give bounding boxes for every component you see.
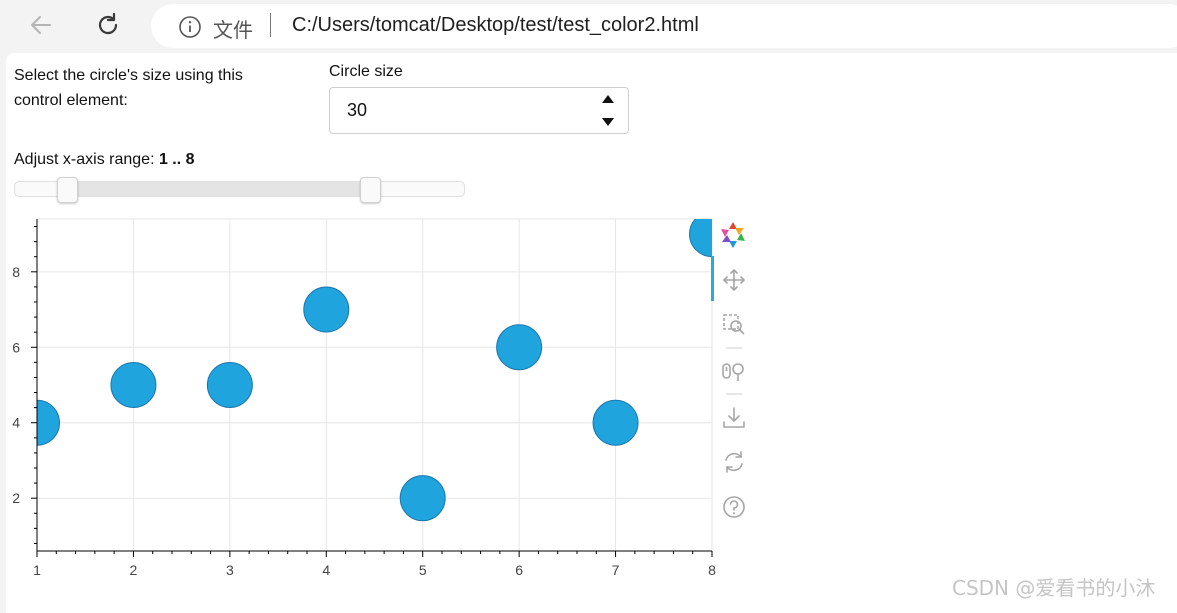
data-point bbox=[496, 324, 543, 371]
url-text[interactable]: C:/Users/tomcat/Desktop/test/test_color2… bbox=[292, 14, 699, 36]
data-point bbox=[689, 219, 712, 258]
x-tick-label: 1 bbox=[33, 562, 41, 578]
reload-icon bbox=[98, 12, 118, 35]
x-tick-label: 6 bbox=[515, 562, 523, 578]
back-button[interactable] bbox=[22, 6, 60, 44]
address-separator bbox=[270, 13, 271, 37]
x-tick-label: 3 bbox=[226, 562, 234, 578]
spinner-down-icon[interactable] bbox=[602, 118, 614, 126]
circle-size-value[interactable]: 30 bbox=[347, 100, 368, 120]
reset-icon[interactable] bbox=[725, 451, 743, 473]
x-range-label-prefix: Adjust x-axis range: bbox=[14, 151, 159, 168]
points bbox=[37, 219, 712, 522]
x-range-slider-fill bbox=[66, 182, 370, 196]
x-tick-label: 8 bbox=[708, 562, 716, 578]
x-range-slider-start-handle[interactable] bbox=[56, 177, 78, 203]
active-tool-indicator bbox=[711, 256, 714, 301]
bokeh-logo-icon[interactable] bbox=[721, 222, 745, 248]
y-tick-label: 6 bbox=[12, 339, 20, 355]
scatter-plot[interactable]: 1 2 3 4 5 6 7 8 2 4 6 8 bbox=[6, 53, 766, 605]
address-bar[interactable]: 文件 C:/Users/tomcat/Desktop/test/test_col… bbox=[151, 4, 1177, 48]
reload-button[interactable] bbox=[89, 6, 127, 44]
wheel-zoom-icon[interactable] bbox=[722, 363, 744, 381]
axes: 1 2 3 4 5 6 7 8 2 4 6 8 bbox=[12, 219, 716, 578]
data-point bbox=[399, 475, 446, 522]
x-tick-label: 5 bbox=[419, 562, 427, 578]
help-icon[interactable] bbox=[723, 496, 745, 518]
x-range-value: 1 .. 8 bbox=[158, 151, 195, 168]
x-tick-label: 2 bbox=[130, 562, 138, 578]
circle-size-spinner[interactable]: 30 bbox=[329, 87, 629, 134]
watermark: CSDN @爱看书的小沐 bbox=[952, 576, 1156, 600]
size-description: Select the circle's size using this cont… bbox=[14, 67, 243, 109]
data-point bbox=[592, 399, 639, 446]
x-range-slider[interactable] bbox=[14, 177, 465, 203]
data-point bbox=[206, 362, 253, 408]
page-content: Select the circle's size using this cont… bbox=[6, 53, 1177, 613]
box-zoom-icon[interactable] bbox=[723, 314, 745, 335]
y-tick-label: 2 bbox=[12, 490, 20, 506]
save-icon[interactable] bbox=[723, 407, 745, 428]
x-range-label: Adjust x-axis range: 1 .. 8 bbox=[14, 151, 195, 169]
data-point bbox=[37, 399, 60, 446]
scheme-label: 文件 bbox=[213, 18, 253, 42]
data-point bbox=[110, 362, 157, 408]
browser-toolbar: 文件 C:/Users/tomcat/Desktop/test/test_col… bbox=[0, 0, 1177, 52]
data-point bbox=[303, 286, 350, 333]
spinner-up-icon[interactable] bbox=[602, 95, 614, 103]
y-tick-label: 8 bbox=[12, 264, 20, 280]
pan-icon[interactable] bbox=[723, 269, 745, 291]
x-tick-label: 7 bbox=[612, 562, 620, 578]
x-tick-label: 4 bbox=[322, 562, 330, 578]
circle-size-label: Circle size bbox=[329, 63, 403, 80]
x-range-slider-end-handle[interactable] bbox=[359, 177, 381, 203]
info-icon[interactable] bbox=[178, 15, 202, 39]
arrow-left-icon bbox=[31, 16, 51, 34]
plot-toolbar[interactable] bbox=[711, 222, 745, 518]
y-tick-label: 4 bbox=[12, 415, 20, 431]
